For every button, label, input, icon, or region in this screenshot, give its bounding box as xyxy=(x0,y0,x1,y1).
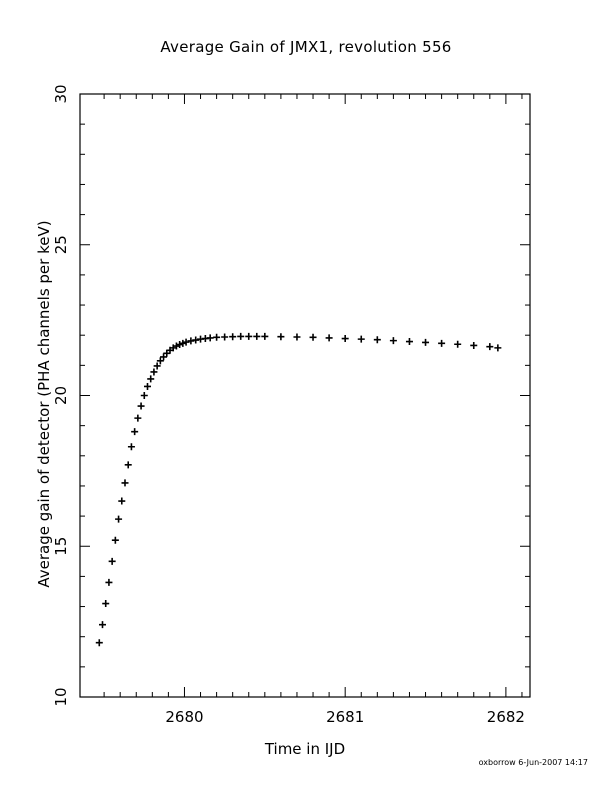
y-tick-label: 25 xyxy=(52,235,70,254)
data-point xyxy=(124,461,132,469)
data-point xyxy=(153,362,161,370)
data-point xyxy=(105,578,113,586)
data-point xyxy=(373,336,381,344)
data-point xyxy=(293,333,301,341)
y-tick-label: 20 xyxy=(52,386,70,405)
plot-credit: oxborrow 6-Jun-2007 14:17 xyxy=(478,758,588,767)
data-point xyxy=(137,402,145,410)
data-point xyxy=(182,338,190,346)
data-point xyxy=(150,368,158,376)
data-point xyxy=(486,343,494,351)
data-point xyxy=(131,428,139,436)
data-point xyxy=(127,443,135,451)
data-point xyxy=(253,332,261,340)
data-point xyxy=(144,382,151,390)
data-point xyxy=(206,334,214,342)
data-point xyxy=(121,479,129,487)
data-point xyxy=(187,337,195,345)
x-tick-label: 2681 xyxy=(326,708,364,726)
data-point xyxy=(422,338,430,346)
data-point xyxy=(156,357,164,365)
data-point xyxy=(115,515,123,523)
x-tick-label: 2680 xyxy=(165,708,203,726)
y-axis-label: Average gain of detector (PHA channels p… xyxy=(35,220,53,588)
data-point xyxy=(108,557,116,565)
data-point xyxy=(277,333,285,341)
data-point xyxy=(229,333,237,341)
data-point xyxy=(176,341,184,349)
data-point xyxy=(389,337,397,345)
data-point xyxy=(172,342,180,350)
data-point xyxy=(341,335,349,343)
y-tick-label: 15 xyxy=(52,537,70,556)
data-point xyxy=(111,536,119,544)
data-point xyxy=(454,340,462,348)
chart-title: Average Gain of JMX1, revolution 556 xyxy=(160,38,452,56)
data-point xyxy=(192,336,200,344)
data-point xyxy=(261,332,269,340)
y-tick-label: 30 xyxy=(52,84,70,103)
data-point xyxy=(213,333,221,341)
data-point xyxy=(494,344,502,352)
data-point xyxy=(221,333,229,341)
data-point xyxy=(325,334,333,342)
data-point xyxy=(237,332,245,340)
data-point xyxy=(309,333,317,341)
data-point xyxy=(245,332,253,340)
data-point xyxy=(438,339,446,347)
data-point xyxy=(405,338,413,346)
y-tick-label: 10 xyxy=(52,687,70,706)
data-point xyxy=(140,392,148,399)
data-point xyxy=(118,497,126,505)
data-point xyxy=(357,335,365,343)
data-point xyxy=(95,639,103,647)
data-point xyxy=(99,621,106,629)
data-point xyxy=(179,339,187,347)
data-point xyxy=(160,353,168,361)
x-tick-label: 2682 xyxy=(487,708,525,726)
data-point xyxy=(134,414,142,422)
data-point xyxy=(147,375,155,383)
data-point xyxy=(102,600,110,608)
data-point xyxy=(470,341,478,349)
x-axis-label: Time in IJD xyxy=(264,740,346,758)
